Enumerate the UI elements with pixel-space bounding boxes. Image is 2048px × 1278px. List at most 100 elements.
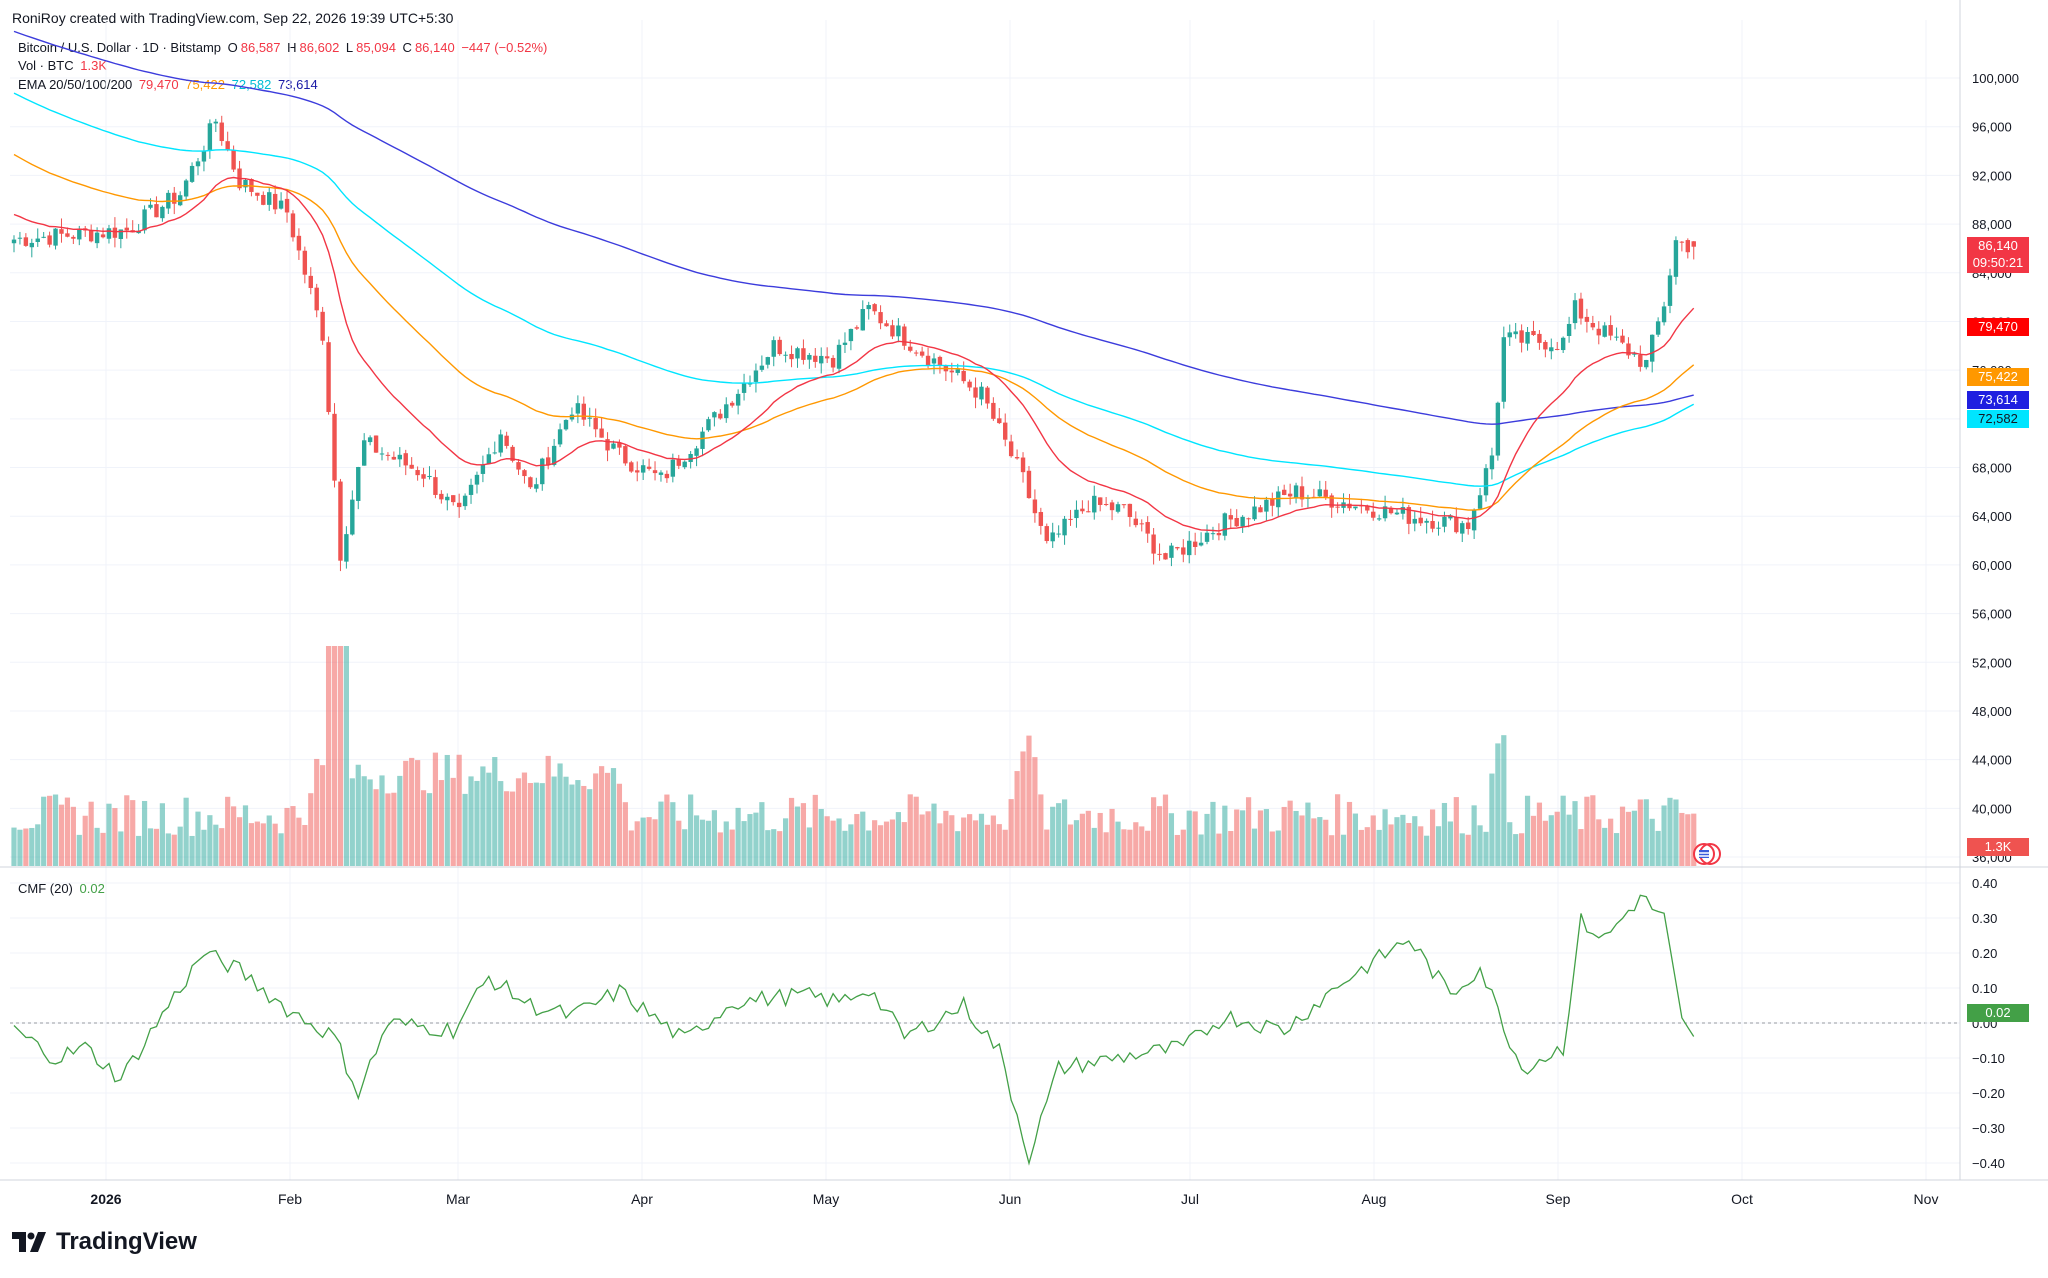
volume-bar [325, 646, 332, 866]
volume-bar [314, 758, 320, 866]
volume-bar [1596, 819, 1602, 866]
volume-bar [367, 779, 373, 866]
candle-body [1661, 306, 1667, 323]
volume-legend[interactable]: Vol · BTC 1.3K [18, 58, 110, 73]
volume-bar [961, 817, 967, 866]
candle-body [207, 123, 213, 151]
ema20-value: 79,470 [138, 77, 179, 92]
tradingview-logo[interactable]: TradingView [12, 1228, 197, 1256]
volume-bar [1269, 831, 1275, 866]
candle-body [1109, 502, 1115, 511]
volume-bar [1020, 751, 1026, 866]
volume-bar [1613, 833, 1620, 866]
candle-body [1531, 330, 1536, 336]
candle-body [243, 179, 248, 188]
candle-body [1133, 518, 1139, 526]
cmf-label[interactable]: CMF (20) [18, 881, 73, 896]
candle-body [284, 198, 290, 213]
candle-body [890, 325, 895, 337]
candle-body [361, 440, 367, 466]
volume-bar [972, 820, 979, 866]
candle-body [1270, 498, 1275, 506]
volume-bar [872, 820, 878, 866]
candle-body [77, 228, 82, 240]
candle-body [498, 434, 503, 453]
volume-bar [509, 791, 516, 866]
candle-body [1056, 533, 1061, 535]
candle-body [599, 428, 604, 438]
price-tick-label: 64,000 [1972, 509, 2012, 524]
candle-body [1264, 499, 1269, 512]
candle-body [1222, 513, 1228, 536]
price-tick-label: 48,000 [1972, 704, 2012, 719]
ema-label[interactable]: EMA 20/50/100/200 [18, 77, 133, 92]
price-tick-label: 60,000 [1972, 558, 2012, 573]
volume-bar [664, 794, 670, 866]
volume-bar [141, 800, 148, 866]
candle-body [403, 453, 408, 466]
volume-bar [492, 757, 498, 866]
volume-bar [937, 823, 943, 866]
candle-body [142, 209, 147, 231]
candle-body [652, 470, 658, 474]
open-label: O [227, 40, 238, 55]
volume-bar [593, 773, 599, 866]
candle-body [47, 235, 52, 245]
volume-bar [1608, 818, 1614, 866]
volume-bar [1162, 794, 1169, 866]
volume-bar [1388, 824, 1394, 866]
candle-body [712, 412, 717, 418]
symbol-name[interactable]: Bitcoin / U.S. Dollar · 1D · Bitstamp [18, 40, 221, 55]
volume-bar [1394, 817, 1400, 866]
candle-body [1584, 316, 1590, 322]
volume-label[interactable]: Vol · BTC [18, 58, 74, 73]
volume-bar [794, 806, 801, 866]
volume-bar [836, 818, 842, 866]
economic-events-icon[interactable] [1693, 842, 1721, 866]
candle-body [1460, 523, 1465, 534]
volume-bar [1186, 810, 1192, 866]
volume-bar [818, 808, 824, 866]
axes: 100,00096,00092,00088,00084,00080,00076,… [0, 0, 2048, 1207]
volume-bar [35, 824, 41, 866]
volume-bar [1174, 834, 1180, 866]
candle-body [605, 439, 610, 451]
volume-bar [296, 817, 302, 866]
candle-body [1080, 508, 1085, 512]
volume-bar [569, 784, 575, 866]
candle-body [367, 437, 373, 443]
volume-bar [676, 820, 682, 866]
volume-bar [563, 776, 569, 866]
candle-body [729, 402, 735, 406]
candle-body [563, 419, 569, 430]
volume-bar [640, 817, 646, 866]
candle-body [587, 417, 592, 419]
volume-bar [1418, 826, 1424, 866]
volume-bar [1465, 834, 1471, 866]
time-tick-label: Apr [631, 1191, 653, 1207]
candle-body [1620, 335, 1625, 343]
candle-body [735, 393, 741, 406]
ema20-price-tag: 79,470 [1967, 318, 2029, 336]
volume-bar [320, 765, 326, 866]
volume-bar [1542, 820, 1548, 866]
candle-body [753, 370, 759, 382]
candle-body [1679, 241, 1685, 243]
volume-bar [759, 802, 765, 866]
volume-bar [670, 802, 676, 866]
volume-bar [1340, 834, 1347, 866]
candle-body [1412, 518, 1417, 524]
candle-body [231, 150, 236, 170]
volume-bar [1453, 797, 1459, 866]
volume-bar [1625, 811, 1632, 866]
candle-body [53, 228, 58, 246]
volume-bar [432, 752, 439, 866]
candle-body [1032, 499, 1038, 514]
price-tick-label: 52,000 [1972, 655, 2012, 670]
cmf-legend[interactable]: CMF (20) 0.02 [18, 881, 108, 896]
price-tick-label: 100,000 [1972, 71, 2019, 86]
ema100-price-tag: 72,582 [1967, 410, 2029, 428]
volume-bar [1447, 821, 1453, 866]
